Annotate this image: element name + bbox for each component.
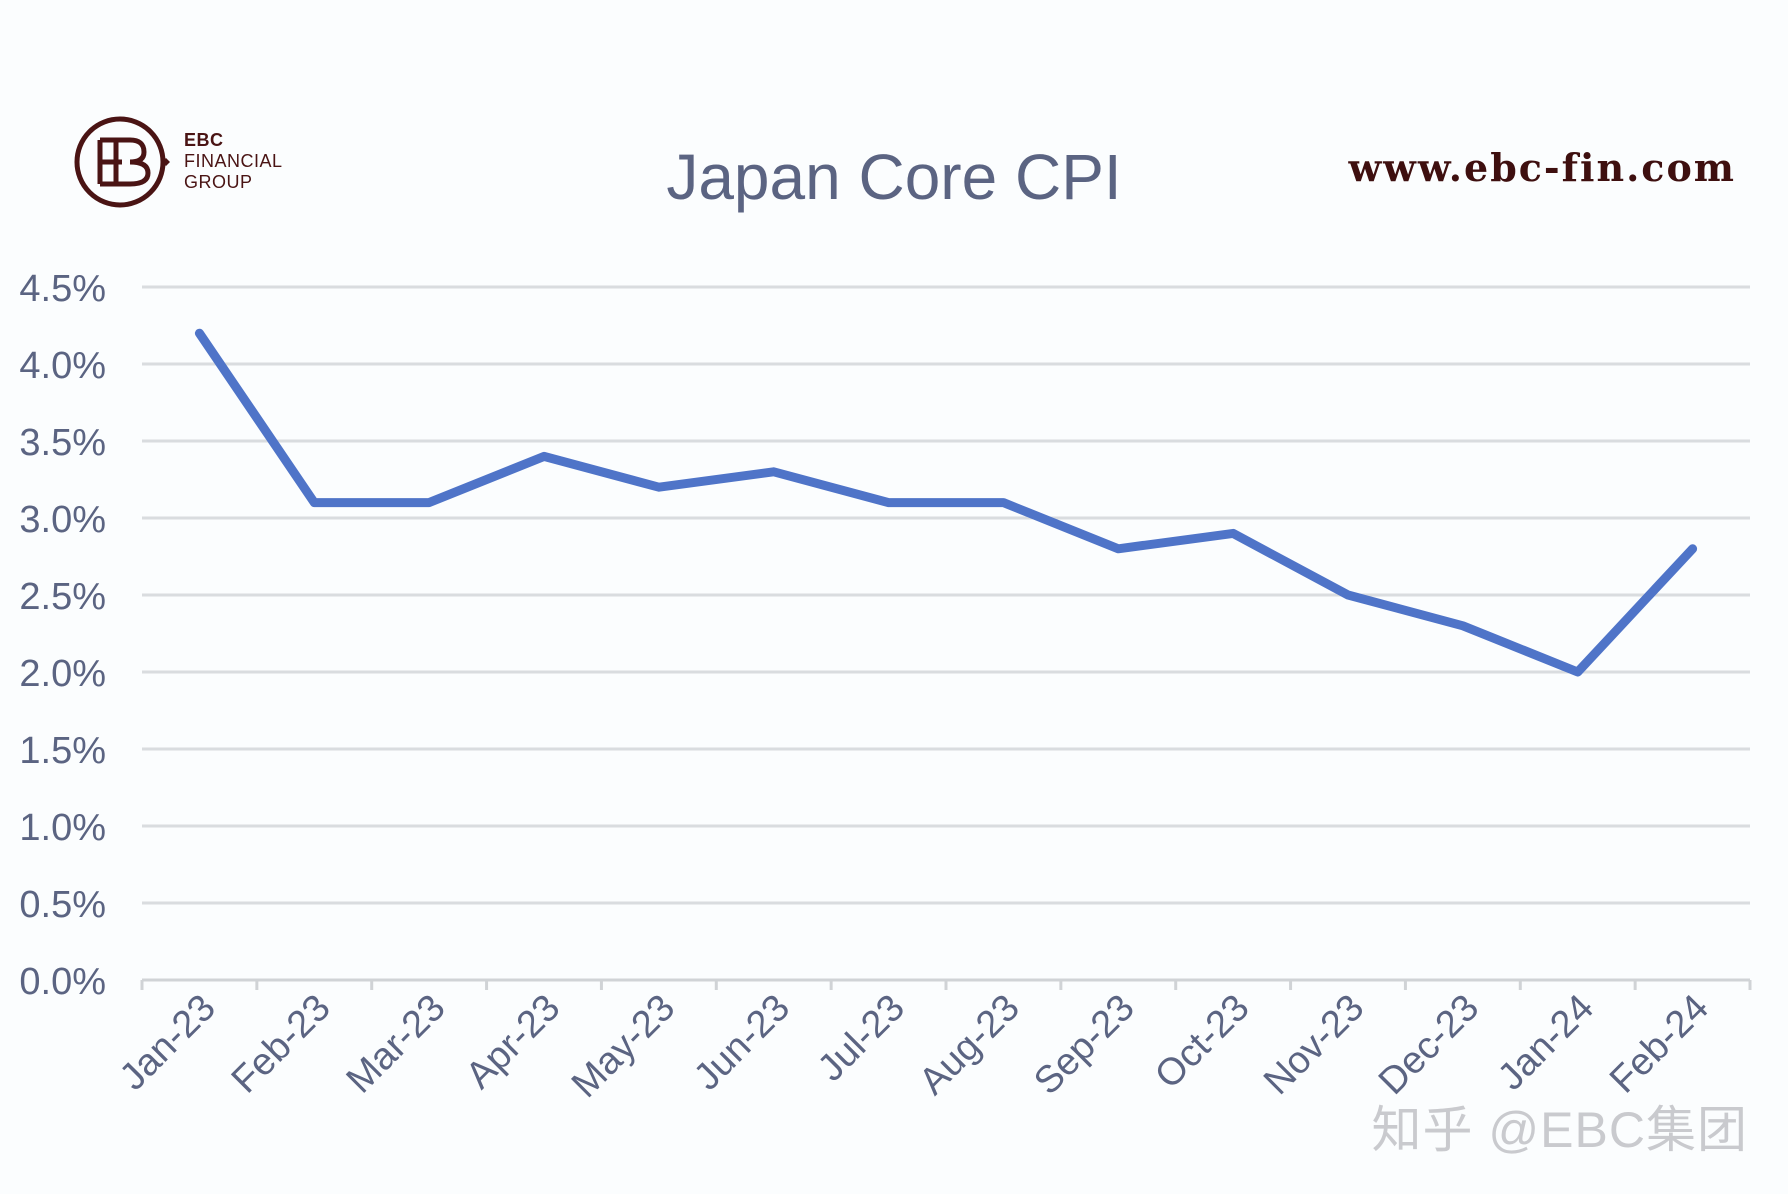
data-point — [543, 455, 545, 458]
data-point — [887, 501, 890, 504]
x-tick-label: Jun-23 — [686, 987, 798, 1099]
x-tick-label: Aug-23 — [911, 987, 1027, 1103]
x-tick-label: Feb-23 — [224, 987, 339, 1102]
gridlines — [142, 285, 1750, 905]
y-tick-label: 1.0% — [19, 807, 106, 849]
brand-line-3: GROUP — [184, 172, 253, 192]
x-tick-label: Jul-23 — [810, 987, 913, 1090]
x-tick-label: May-23 — [564, 987, 683, 1106]
data-point — [657, 486, 660, 489]
x-tick-label: Feb-24 — [1602, 987, 1717, 1102]
data-point — [428, 501, 431, 504]
x-tick-label: Mar-23 — [339, 987, 454, 1102]
x-tick-label: Sep-23 — [1026, 987, 1142, 1103]
data-point — [1117, 547, 1120, 550]
data-point — [1232, 532, 1235, 535]
x-tick-label: Jan-24 — [1490, 987, 1602, 1099]
y-tick-label: 0.5% — [19, 884, 106, 926]
x-tick-label: Dec-23 — [1371, 987, 1487, 1103]
y-tick-label: 0.0% — [19, 961, 106, 1003]
watermark-text: 知乎 @EBC集团 — [1371, 1102, 1748, 1158]
y-axis-ticks: 0.0% 0.5% 1.0% 1.5% 2.0% 2.5% 3.0% 3.5% 4.0% 4.5% — [19, 268, 106, 1003]
data-point — [1347, 594, 1349, 596]
brand-line-2: FINANCIAL — [184, 151, 283, 171]
chart-title: Japan Core CPI — [666, 141, 1122, 213]
data-point — [198, 332, 201, 335]
y-tick-label: 3.5% — [19, 422, 106, 464]
data-point — [313, 501, 316, 504]
y-tick-label: 1.5% — [19, 730, 106, 772]
x-tick-label: Jan-23 — [112, 987, 224, 1099]
y-tick-label: 2.0% — [19, 653, 106, 695]
y-tick-label: 4.0% — [19, 345, 106, 387]
brand-name: EBC FINANCIAL GROUP — [184, 130, 283, 193]
x-axis — [140, 978, 1752, 990]
ebc-logo-icon — [74, 116, 170, 208]
data-point — [1461, 624, 1464, 627]
data-point — [1002, 501, 1005, 504]
y-tick-label: 3.0% — [19, 499, 106, 541]
brand-logo: EBC FINANCIAL GROUP — [72, 112, 312, 212]
x-tick-label: Nov-23 — [1256, 987, 1372, 1103]
x-tick-label: Oct-23 — [1147, 987, 1257, 1097]
brand-line-1: EBC — [184, 130, 224, 150]
website-link: www.ebc-fin.com — [1348, 145, 1736, 190]
data-point — [772, 470, 775, 473]
y-tick-label: 4.5% — [19, 268, 106, 310]
y-tick-label: 2.5% — [19, 576, 106, 618]
series-line — [194, 328, 1698, 677]
data-point — [1691, 547, 1694, 550]
data-point — [1576, 671, 1579, 673]
x-tick-label: Apr-23 — [458, 987, 568, 1097]
series-layer — [194, 328, 1698, 677]
